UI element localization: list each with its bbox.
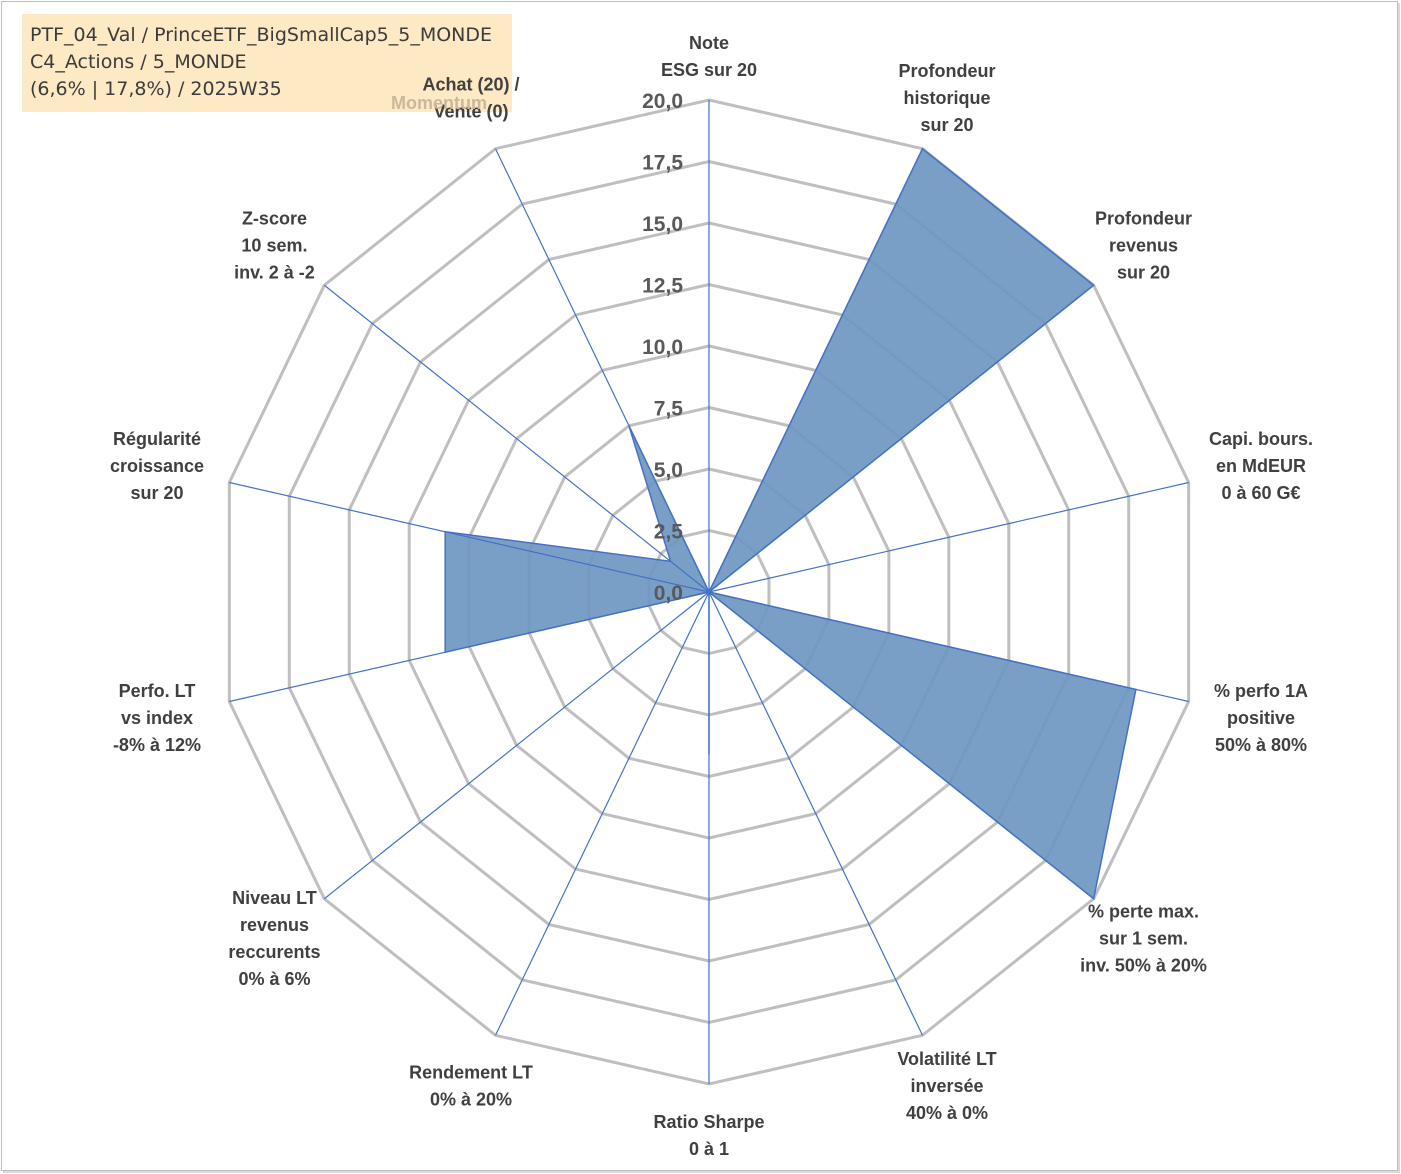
axis-label-line: Vente (0) (433, 101, 508, 121)
spoke-line (323, 284, 710, 593)
axis-label-line: % perfo 1A (1214, 681, 1308, 701)
axis-label-line: Capi. bours. (1209, 429, 1313, 449)
axis-label-line: inversée (910, 1076, 983, 1096)
tick-label: 15,0 (642, 213, 683, 236)
axis-label-line: Z-score (242, 208, 307, 228)
tick-label: 7,5 (654, 398, 684, 421)
chart-header: PTF_04_Val / PrinceETF_BigSmallCap5_5_MO… (22, 14, 512, 112)
axis-label-line: 0% à 6% (238, 969, 310, 989)
radar-spokes (229, 100, 1189, 1084)
axis-label-line: revenus (240, 915, 309, 935)
axis-label: Capi. bours. en MdEUR 0 à 60 G€ (1209, 429, 1313, 503)
spoke-line (229, 591, 710, 703)
radar-axis-labels: Note ESG sur 20 Profondeur historique sur 20… (110, 33, 1313, 1159)
axis-label-line: positive (1227, 708, 1295, 728)
axis-label-line: Niveau LT (232, 888, 317, 908)
axis-label-line: en MdEUR (1216, 456, 1306, 476)
axis-label-line: Volatilité LT (897, 1049, 996, 1069)
axis-label-line: 10 sem. (241, 235, 307, 255)
axis-label: Profondeur revenus sur 20 (1095, 208, 1192, 282)
axis-label-line: revenus (1109, 235, 1178, 255)
axis-label: Profondeur historique sur 20 (899, 61, 996, 135)
axis-label-line: Profondeur (1095, 208, 1192, 228)
header-line-1: PTF_04_Val / PrinceETF_BigSmallCap5_5_MO… (30, 24, 493, 46)
tick-label: 17,5 (642, 152, 683, 175)
axis-label: Rendement LT 0% à 20% (409, 1063, 533, 1110)
spoke-line (708, 481, 1189, 593)
spoke-line (708, 591, 1095, 900)
axis-label-line: % perte max. (1088, 902, 1199, 922)
axis-label-line: -8% à 12% (113, 735, 201, 755)
spoke-line (708, 284, 1095, 593)
axis-label-line: 40% à 0% (906, 1103, 988, 1123)
axis-label-line: sur 20 (130, 483, 183, 503)
axis-label-line: 0% à 20% (430, 1090, 512, 1110)
spoke-line (323, 591, 710, 900)
axis-label: Note ESG sur 20 (661, 33, 757, 80)
tick-label: 0,0 (654, 582, 683, 605)
axis-label-line: Ratio Sharpe (653, 1112, 764, 1132)
spoke-line (494, 591, 710, 1036)
axis-label-line: Régularité (113, 429, 201, 449)
header-line-2: C4_Actions / 5_MONDE (30, 51, 247, 73)
spoke-line (708, 148, 924, 593)
axis-label-line: sur 1 sem. (1099, 929, 1188, 949)
axis-label-line: 0 à 60 G€ (1221, 483, 1300, 503)
axis-label-line: sur 20 (1117, 262, 1170, 282)
tick-label: 2,5 (654, 521, 684, 544)
axis-label-line: Profondeur (899, 61, 996, 81)
axis-label-line: Note (689, 33, 729, 53)
axis-label-line: inv. 2 à -2 (234, 262, 315, 282)
header-line-3: (6,6% | 17,8%) / 2025W35 (30, 78, 282, 100)
axis-label-line: ESG sur 20 (661, 60, 757, 80)
axis-label-line: reccurents (228, 942, 320, 962)
axis-label: Volatilité LT inversée 40% à 0% (897, 1049, 996, 1123)
axis-label-line: 50% à 80% (1215, 735, 1307, 755)
axis-label: Perfo. LT vs index -8% à 12% (113, 681, 201, 755)
axis-label-line: 0 à 1 (689, 1139, 729, 1159)
tick-label: 20,0 (642, 90, 683, 113)
momentum-label: Momentum (391, 93, 487, 113)
axis-label: % perfo 1A positive 50% à 80% (1214, 681, 1308, 755)
axis-label: Z-score 10 sem. inv. 2 à -2 (234, 208, 315, 282)
axis-label-line: Rendement LT (409, 1063, 533, 1083)
spoke-line (229, 481, 710, 593)
axis-label: Ratio Sharpe 0 à 1 (653, 1112, 764, 1159)
spoke-line (708, 591, 1189, 703)
axis-label-line: Achat (20) / (422, 74, 519, 94)
tick-label: 5,0 (654, 459, 683, 482)
spoke-line (708, 591, 924, 1036)
tick-label: 10,0 (642, 336, 683, 359)
axis-label-line: Perfo. LT (119, 681, 196, 701)
spoke-line (494, 148, 710, 593)
axis-label: Régularité croissance sur 20 (110, 429, 204, 503)
radar-tick-labels: 0,0 2,5 5,0 7,5 10,0 12,5 15,0 17,5 20,0 (642, 90, 683, 605)
axis-label-line: vs index (121, 708, 193, 728)
axis-label: Achat (20) / Vente (0) (422, 74, 519, 121)
axis-label-line: sur 20 (920, 115, 973, 135)
axis-label: Niveau LT revenus reccurents 0% à 6% (228, 888, 320, 989)
axis-label-line: inv. 50% à 20% (1080, 956, 1207, 976)
tick-label: 12,5 (642, 275, 683, 298)
axis-label: % perte max. sur 1 sem. inv. 50% à 20% (1080, 902, 1207, 976)
axis-label-line: historique (904, 88, 991, 108)
axis-label-line: croissance (110, 456, 204, 476)
